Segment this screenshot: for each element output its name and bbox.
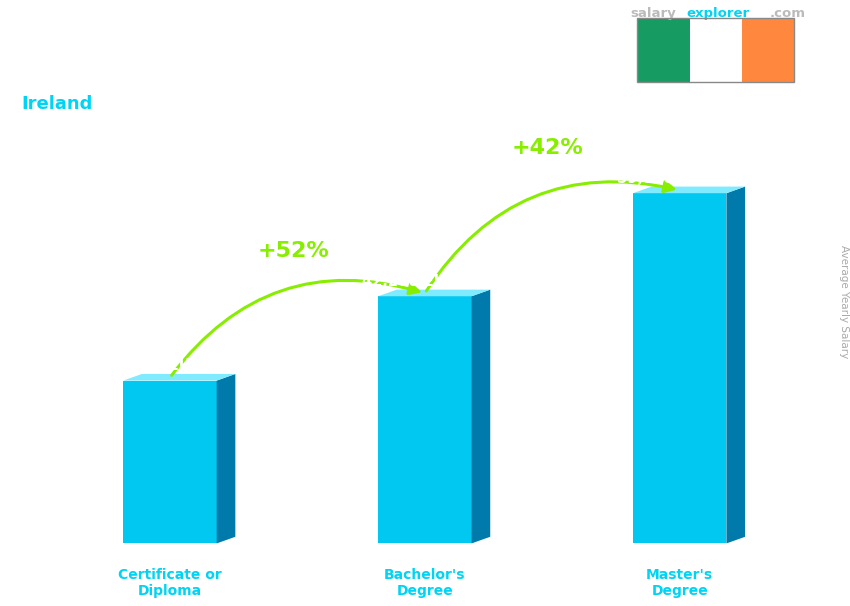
Bar xyxy=(638,18,795,82)
Polygon shape xyxy=(217,374,235,544)
Text: Ireland: Ireland xyxy=(21,95,93,113)
Polygon shape xyxy=(123,381,217,544)
Text: .com: .com xyxy=(770,7,806,20)
Polygon shape xyxy=(378,296,472,544)
Text: 27,800 EUR: 27,800 EUR xyxy=(107,358,202,373)
Text: salary: salary xyxy=(631,7,676,20)
Polygon shape xyxy=(633,187,745,193)
Polygon shape xyxy=(727,187,745,544)
Polygon shape xyxy=(123,374,235,381)
Text: Network Specialist: Network Specialist xyxy=(21,58,212,75)
Text: Certificate or
Diploma: Certificate or Diploma xyxy=(118,568,222,598)
Text: +42%: +42% xyxy=(512,138,584,158)
Polygon shape xyxy=(378,290,490,296)
Polygon shape xyxy=(633,193,727,544)
Text: Master's
Degree: Master's Degree xyxy=(646,568,713,598)
Text: Bachelor's
Degree: Bachelor's Degree xyxy=(384,568,466,598)
Polygon shape xyxy=(472,290,490,544)
Text: 42,200 EUR: 42,200 EUR xyxy=(362,274,457,289)
Text: Salary Comparison By Education: Salary Comparison By Education xyxy=(21,15,504,41)
Text: 59,800 EUR: 59,800 EUR xyxy=(617,171,712,186)
Bar xyxy=(689,18,742,82)
Bar xyxy=(742,18,795,82)
Bar xyxy=(638,18,689,82)
Text: +52%: +52% xyxy=(258,241,329,261)
Text: explorer: explorer xyxy=(687,7,750,20)
Text: Average Yearly Salary: Average Yearly Salary xyxy=(839,245,848,359)
